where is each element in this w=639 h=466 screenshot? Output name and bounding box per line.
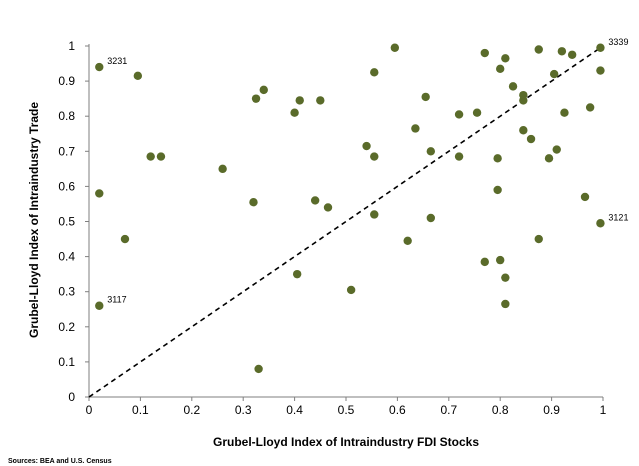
data-point: [596, 219, 605, 228]
data-point: [362, 141, 371, 151]
data-point: [95, 62, 104, 72]
data-point: [290, 108, 299, 117]
x-tick-label: 0.9: [543, 403, 560, 417]
axes: 0 0.1 0.2 0.3 0.4 0.5 0.6 0.7 0.8 0.9 1 0 0.1 0.2 0.3 0…: [58, 39, 606, 417]
points-group: [95, 43, 605, 374]
data-point: [596, 66, 605, 75]
data-point: [251, 94, 261, 103]
data-point: [426, 213, 436, 223]
point-annotation: 3231: [107, 56, 127, 66]
data-point: [496, 255, 505, 265]
data-point: [557, 47, 567, 56]
x-tick-label: 0.5: [338, 403, 355, 417]
x-tick-label: 0.8: [492, 403, 509, 417]
data-point: [426, 147, 436, 156]
y-tick-label: 0.3: [58, 285, 75, 299]
x-axis-label: Grubel-Lloyd Index of Intraindustry FDI …: [213, 435, 479, 449]
data-point: [146, 152, 155, 161]
data-point: [596, 43, 605, 52]
data-point: [249, 197, 258, 207]
y-tick-label: 0.6: [58, 179, 75, 193]
point-annotation: 3339: [608, 37, 628, 47]
data-point: [567, 50, 577, 59]
x-tick-label: 1: [600, 403, 607, 417]
data-point: [501, 273, 510, 282]
data-point: [254, 364, 263, 374]
reference-line-group: [88, 45, 604, 398]
data-point: [133, 71, 143, 81]
data-point: [316, 96, 325, 105]
data-point: [501, 54, 510, 63]
y-tick-label: 0.1: [58, 355, 75, 369]
data-point: [120, 234, 130, 244]
data-point: [519, 126, 528, 135]
x-tick-label: 0: [86, 403, 93, 417]
data-point: [454, 152, 464, 161]
data-point: [95, 301, 104, 310]
data-point: [480, 257, 489, 267]
data-point: [526, 134, 536, 144]
y-tick-label: 0: [68, 390, 75, 404]
data-point: [454, 110, 464, 119]
y-tick-label: 0.7: [58, 144, 75, 158]
x-tick-label: 0.2: [183, 403, 200, 417]
data-point: [493, 154, 502, 163]
point-annotation: 3117: [107, 295, 126, 305]
data-point: [501, 299, 510, 309]
x-tick-label: 0.6: [389, 403, 406, 417]
data-point: [370, 210, 379, 219]
data-point: [421, 92, 430, 102]
x-tick-label: 0.3: [235, 403, 252, 417]
data-point: [370, 68, 379, 77]
data-point: [508, 82, 518, 91]
data-point: [493, 185, 502, 195]
annotations-group: 3231 3117 3339 3121: [107, 37, 628, 305]
x-tick-label: 0.7: [440, 403, 457, 417]
y-tick-label: 0.9: [58, 74, 75, 88]
data-point: [552, 145, 561, 154]
data-point: [310, 196, 320, 205]
y-tick-label: 0.5: [58, 215, 75, 229]
source-note: Sources: BEA and U.S. Census: [8, 458, 112, 465]
x-tick-label: 0.4: [286, 403, 303, 417]
data-point: [580, 192, 590, 202]
point-annotation: 3121: [608, 212, 628, 222]
data-point: [346, 285, 356, 295]
data-point: [156, 152, 166, 161]
data-point: [480, 48, 489, 58]
data-point: [295, 96, 304, 105]
data-point: [403, 236, 412, 246]
y-tick-label: 0.4: [58, 250, 75, 264]
data-point: [218, 164, 227, 174]
data-point: [323, 203, 333, 212]
x-tick-label: 0.1: [132, 403, 149, 417]
data-point: [472, 108, 482, 117]
data-point: [549, 69, 559, 79]
data-point: [519, 96, 528, 105]
y-tick-label: 1: [68, 39, 75, 53]
data-point: [585, 103, 595, 112]
data-point: [534, 234, 543, 244]
data-point: [292, 269, 302, 279]
data-point: [95, 189, 104, 198]
data-point: [496, 64, 505, 74]
data-point: [259, 85, 268, 95]
data-point: [534, 45, 543, 54]
data-point: [370, 152, 379, 161]
data-point: [560, 108, 569, 117]
data-point: [411, 124, 420, 133]
data-point: [544, 154, 554, 163]
reference-line: [88, 45, 604, 398]
y-axis-label: Grubel-Lloyd Index of Intraindustry Trad…: [27, 102, 41, 338]
y-tick-label: 0.2: [58, 320, 75, 334]
y-tick-label: 0.8: [58, 109, 75, 123]
data-point: [390, 43, 400, 52]
